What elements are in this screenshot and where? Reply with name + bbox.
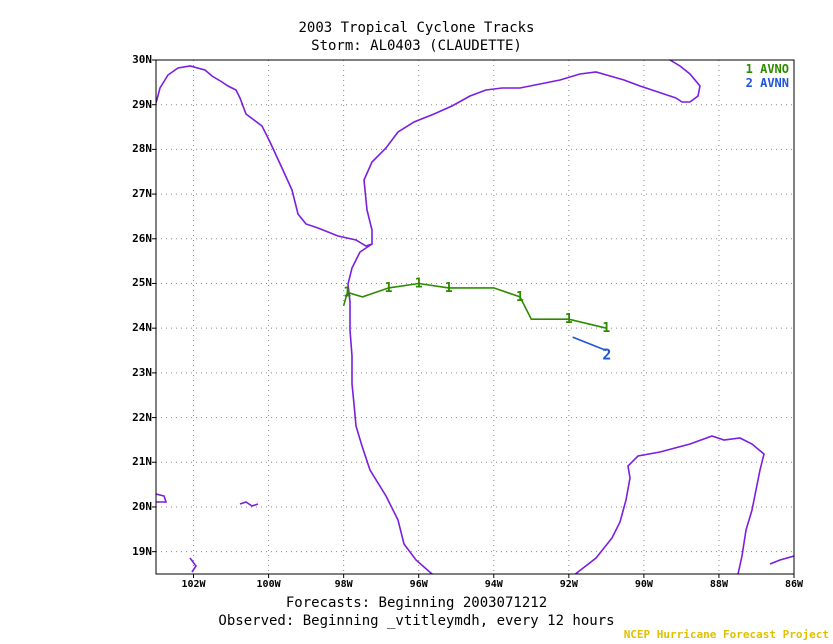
figure-title: 2003 Tropical Cyclone Tracks — [298, 20, 535, 36]
x-tick-label: 92W — [559, 579, 578, 590]
coastline-mexico-west — [347, 243, 765, 574]
track-line-1 — [342, 282, 607, 329]
x-tick-label: 90W — [634, 579, 653, 590]
footer-observed: Observed: Beginning _vtitleymdh, every 1… — [218, 613, 615, 629]
track-marker-1: 1 — [385, 281, 393, 296]
track-line-2 — [572, 336, 607, 352]
coastline-pacific-west — [156, 493, 259, 573]
y-tick-label: 23N — [132, 365, 152, 379]
x-tick-label: 86W — [784, 579, 804, 590]
track-marker-1: 1 — [516, 290, 524, 305]
track-marker-1: 1 — [565, 312, 573, 327]
y-tick-label: 25N — [132, 276, 152, 290]
credit-text: NCEP Hurricane Forecast Project — [623, 628, 829, 641]
legend-avnn: 2 AVNN — [745, 76, 789, 90]
legend-avno: 1 AVNO — [745, 62, 789, 76]
y-tick-label: 24N — [132, 321, 152, 335]
y-tick-label: 20N — [132, 499, 152, 513]
track-marker-1: 1 — [415, 276, 423, 291]
y-tick-label: 22N — [132, 410, 152, 424]
coastline-cuba — [769, 555, 794, 565]
y-tick-label: 27N — [132, 187, 152, 201]
x-tick-label: 94W — [484, 579, 503, 590]
y-tick-label: 21N — [132, 455, 152, 469]
track-marker-1: 1 — [602, 321, 610, 336]
coastline-mainland — [156, 60, 701, 247]
x-tick-label: 100W — [256, 579, 281, 590]
storm-subtitle: Storm: AL0403 (CLAUDETTE) — [311, 38, 522, 54]
storm-tracks: 1 1 1 1 1 1 1 2 — [342, 276, 611, 364]
y-tick-label: 28N — [132, 142, 152, 156]
x-tick-label: 102W — [181, 579, 206, 590]
track-marker-1: 1 — [343, 285, 351, 300]
y-tick-label: 19N — [132, 544, 152, 558]
y-tick-label: 29N — [132, 97, 152, 111]
track-marker-2: 2 — [602, 346, 611, 364]
x-tick-label: 98W — [334, 579, 353, 590]
grid-lines — [152, 59, 795, 578]
x-tick-label: 88W — [709, 579, 728, 590]
plot-frame — [155, 59, 795, 575]
track-marker-1: 1 — [445, 281, 453, 296]
y-tick-label: 26N — [132, 231, 152, 245]
x-tick-label: 96W — [409, 579, 428, 590]
footer-forecasts: Forecasts: Beginning 2003071212 — [285, 595, 548, 611]
y-tick-label: 30N — [132, 53, 152, 66]
coastline-layer — [156, 60, 794, 574]
